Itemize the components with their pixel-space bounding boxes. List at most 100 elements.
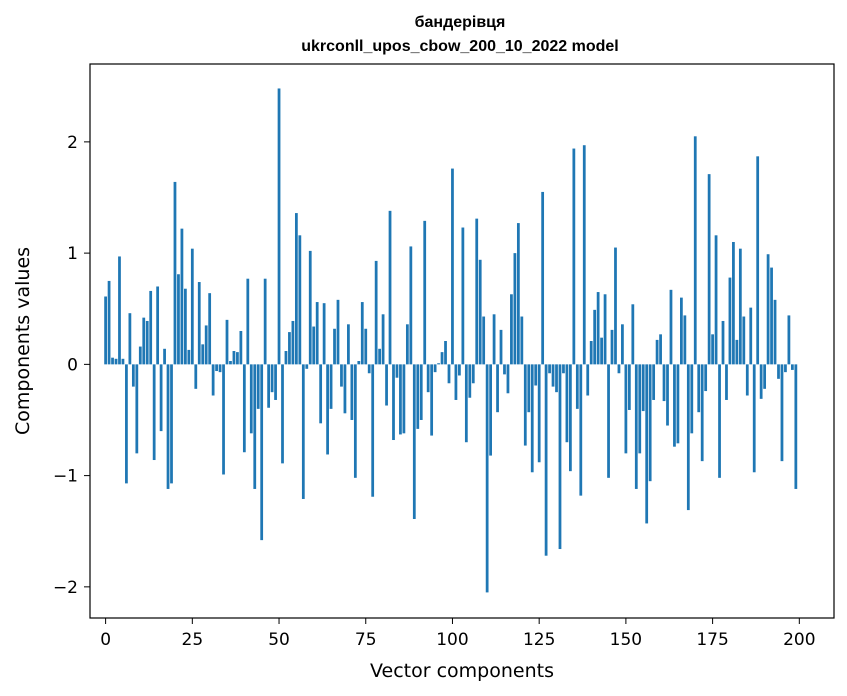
bar-89: [412, 364, 416, 519]
bar-82: [388, 210, 392, 365]
bar-68: [340, 364, 343, 387]
x-axis-ticks: 0 25 50 75 100 125 150 175 200: [100, 618, 816, 650]
bar-151: [627, 364, 631, 410]
bar-175: [711, 334, 714, 365]
x-tick-label: 50: [268, 630, 290, 650]
bar-136: [575, 364, 579, 409]
y-tick-label: 1: [67, 244, 78, 264]
bar-92: [423, 220, 427, 365]
bar-26: [194, 364, 198, 389]
bar-99: [447, 364, 451, 384]
bar-194: [777, 364, 780, 379]
bar-172: [700, 364, 704, 462]
x-tick-label: 125: [523, 630, 555, 650]
bar-5: [121, 358, 125, 365]
bar-84: [395, 364, 399, 378]
bar-14: [152, 364, 156, 461]
bar-169: [690, 364, 694, 434]
bar-193: [773, 299, 777, 365]
bar-31: [211, 364, 215, 396]
y-tick-label: −1: [53, 467, 78, 487]
bar-83: [392, 364, 395, 441]
bar-116: [506, 364, 510, 394]
bar-65: [329, 364, 333, 409]
bar-24: [187, 349, 191, 365]
bar-108: [478, 259, 482, 365]
bar-30: [208, 293, 212, 365]
bar-18: [166, 364, 170, 489]
bar-186: [749, 307, 753, 365]
bar-150: [624, 364, 628, 454]
bar-25: [190, 248, 194, 365]
bar-137: [579, 364, 583, 496]
bar-90: [416, 364, 420, 429]
x-tick-label: 150: [610, 630, 642, 650]
bar-119: [516, 223, 520, 365]
x-tick-label: 0: [100, 630, 111, 650]
y-axis-label: Components values: [12, 247, 34, 435]
bar-11: [142, 317, 146, 365]
bar-1: [107, 280, 111, 365]
bar-178: [721, 320, 725, 365]
bar-75: [364, 328, 368, 365]
bar-48: [270, 364, 274, 393]
bar-138: [582, 145, 586, 365]
bar-114: [499, 329, 503, 365]
bar-57: [301, 364, 305, 499]
x-tick-label: 100: [436, 630, 468, 650]
bar-144: [603, 294, 607, 365]
bar-162: [666, 364, 669, 426]
bar-134: [569, 364, 572, 472]
bar-47: [267, 364, 271, 408]
bar-91: [419, 364, 423, 420]
bar-63: [322, 303, 326, 365]
bar-174: [707, 174, 711, 365]
bar-7: [128, 313, 132, 365]
bar-0: [104, 296, 107, 365]
bar-13: [149, 290, 153, 365]
bar-156: [645, 364, 649, 524]
bar-102: [458, 364, 461, 376]
bar-197: [787, 315, 791, 365]
bar-76: [367, 364, 371, 374]
bar-109: [482, 316, 486, 365]
bar-86: [402, 364, 406, 434]
bar-195: [780, 364, 784, 462]
bar-43: [253, 364, 257, 489]
bar-101: [454, 364, 458, 400]
bar-165: [676, 364, 680, 444]
bar-107: [475, 218, 479, 365]
bar-143: [600, 337, 603, 365]
bar-series: [104, 88, 798, 593]
bar-78: [374, 260, 378, 365]
bar-111: [489, 364, 492, 456]
chart-subtitle: ukrconll_upos_cbow_200_10_2022 model: [301, 38, 618, 55]
bar-167: [683, 315, 687, 365]
y-tick-label: −2: [53, 578, 78, 598]
bar-130: [555, 364, 558, 393]
bar-39: [239, 330, 243, 365]
bar-123: [530, 364, 534, 473]
bar-183: [738, 248, 742, 365]
bar-177: [718, 364, 721, 478]
x-tick-label: 25: [182, 630, 204, 650]
bar-70: [347, 324, 350, 365]
bar-147: [614, 247, 617, 365]
bar-12: [145, 320, 149, 365]
bar-54: [291, 320, 295, 365]
bar-187: [752, 364, 756, 473]
bar-120: [520, 316, 524, 365]
bar-52: [284, 351, 288, 365]
bar-44: [256, 364, 260, 409]
y-tick-label: 2: [67, 133, 78, 153]
chart-title: бандерівця: [415, 14, 506, 31]
bar-29: [204, 325, 208, 365]
bar-188: [756, 156, 760, 365]
bar-71: [350, 364, 354, 420]
bar-191: [766, 254, 770, 365]
bar-22: [180, 228, 184, 365]
bar-117: [510, 294, 513, 365]
bar-189: [759, 364, 763, 399]
bar-2: [111, 357, 114, 365]
